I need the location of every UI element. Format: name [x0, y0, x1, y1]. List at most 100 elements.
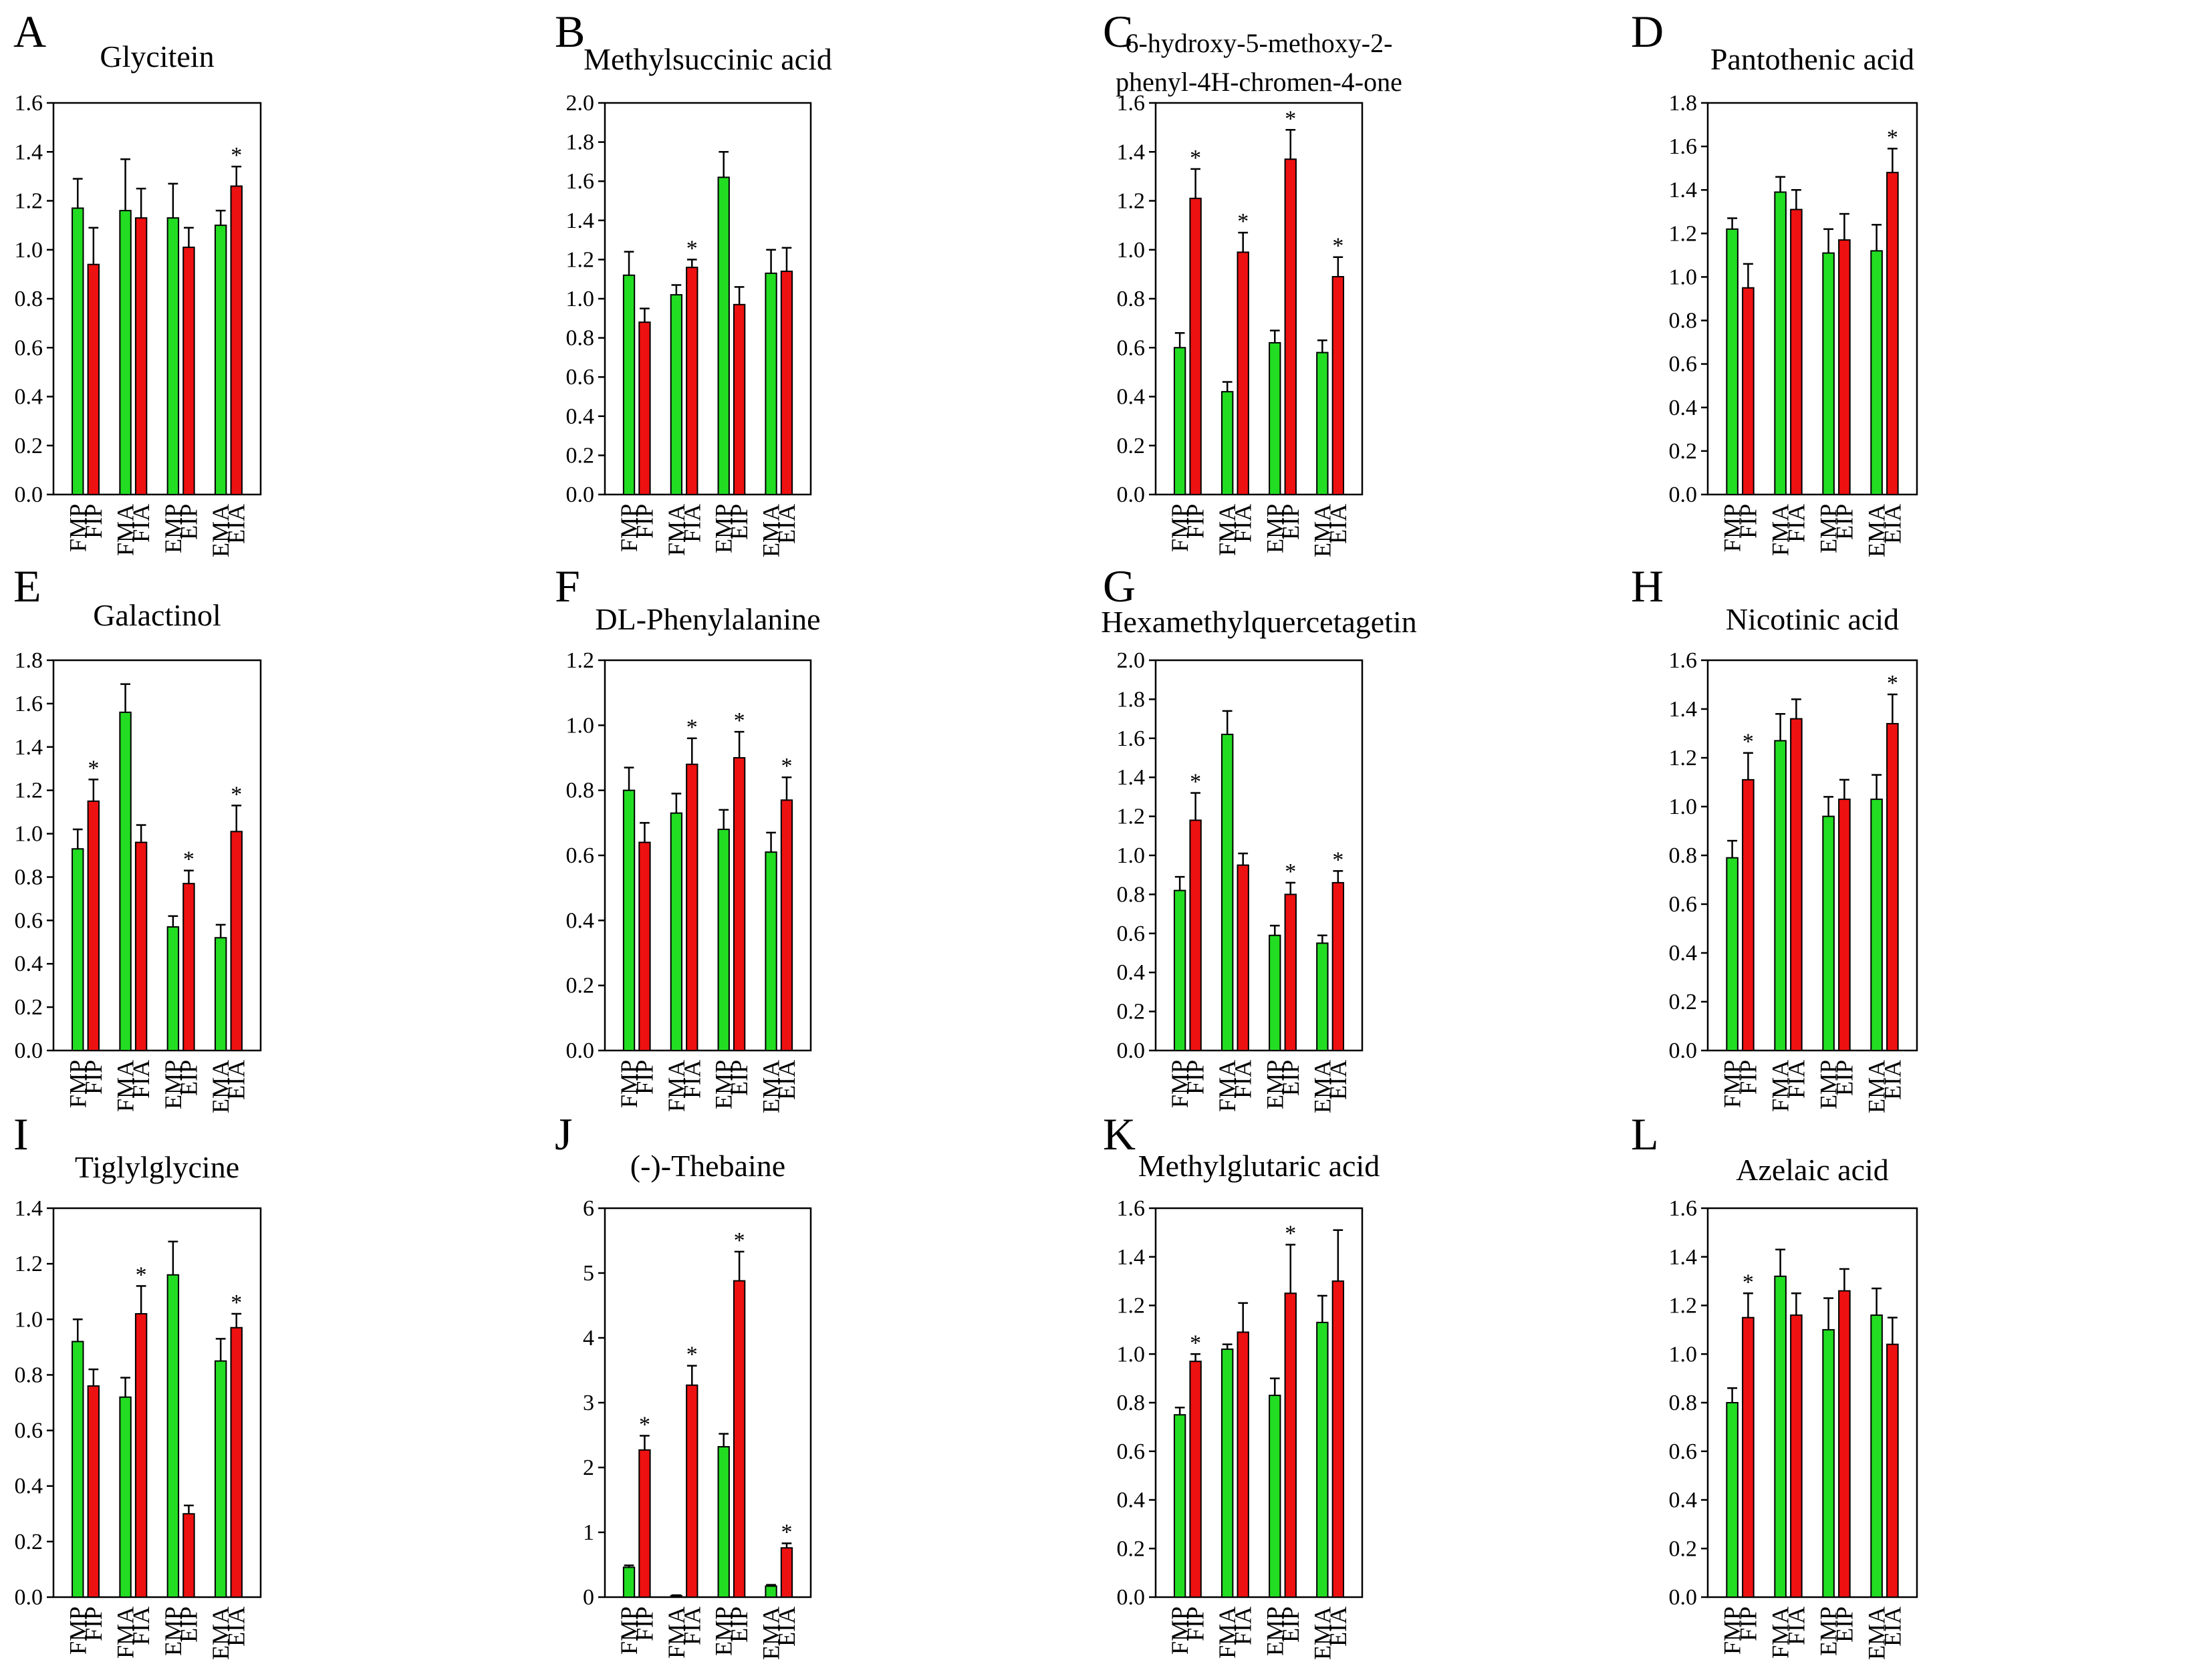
y-tick-label: 0.8: [1669, 843, 1698, 868]
x-tick-label: EIA: [773, 1606, 800, 1647]
x-tick-label: FMP: [1719, 1606, 1746, 1655]
x-tick-label: EIA: [1879, 504, 1906, 544]
x-tick-label: EIA: [223, 1060, 250, 1100]
y-tick-label: 0.0: [1669, 482, 1698, 507]
chart-title: (-)-Thebaine: [630, 1149, 785, 1183]
y-tick-label: 0.8: [1669, 309, 1698, 333]
chart-title: Galactinol: [93, 598, 221, 632]
bar-eip: [182, 1513, 195, 1598]
y-tick-label: 0.6: [15, 335, 43, 360]
x-tick-label: FMP: [1166, 1606, 1193, 1655]
bar-fip: [1742, 1316, 1755, 1598]
x-tick-label: FMP: [1166, 504, 1193, 552]
y-tick-label: 1.0: [1669, 265, 1698, 289]
significance-marker: *: [1887, 671, 1898, 696]
y-tick-label: 0.2: [1117, 434, 1146, 458]
y-tick-label: 1.0: [15, 1307, 43, 1332]
significance-marker: *: [231, 143, 242, 168]
panel-l: L Azelaic acid 0.0 0.2 0.4 0.6 0.8 1.0 1.2 1.4 1.6…: [1631, 1109, 1918, 1660]
x-tick-label: EMP: [160, 1606, 186, 1656]
y-tick-label: 0.4: [1117, 385, 1146, 410]
y-tick-label: 0.8: [15, 287, 43, 311]
bar-ema: [765, 851, 777, 1051]
panel-letter: H: [1631, 561, 1664, 611]
bar-fma: [119, 210, 132, 495]
y-tick-label: 0.4: [15, 385, 43, 410]
bar-eia: [1331, 276, 1345, 495]
y-tick-label: 1.0: [15, 822, 43, 847]
y-tick-label: 0.4: [1669, 1488, 1698, 1513]
plot-frame: [52, 659, 262, 1052]
bar-ema: [214, 937, 227, 1052]
x-tick-label: FIA: [1783, 504, 1809, 543]
y-tick-label: 1.6: [1117, 726, 1146, 751]
y-tick-label: 0.0: [1117, 1585, 1146, 1610]
y-tick-label: 1: [583, 1520, 594, 1545]
x-tick-label: FMA: [112, 504, 139, 556]
bar-fmp: [1173, 889, 1186, 1052]
y-tick-label: 2: [583, 1455, 594, 1480]
x-tick-label: FMA: [1214, 1606, 1241, 1659]
y-tick-label: 0.2: [15, 995, 43, 1020]
bar-fma: [670, 812, 683, 1051]
bar-eia: [230, 185, 243, 495]
bar-fma: [670, 1595, 683, 1598]
bar-ema: [214, 1360, 227, 1598]
significance-marker: *: [1887, 125, 1898, 150]
x-tick-label: FMP: [1166, 1060, 1193, 1108]
x-tick-label: EMP: [711, 1606, 737, 1656]
x-tick-label: FMA: [1767, 1060, 1794, 1112]
bar-fip: [638, 1449, 651, 1598]
x-tick-label: EIA: [773, 504, 800, 544]
plot-frame: [1154, 1207, 1364, 1598]
y-tick-label: 0.6: [1669, 352, 1698, 377]
y-tick-label: 0.8: [1117, 882, 1146, 907]
bar-fip: [638, 321, 651, 495]
x-tick-label: EIP: [1831, 1060, 1857, 1096]
x-tick-label: EMA: [1309, 504, 1335, 557]
x-tick-label: EMP: [160, 504, 186, 553]
x-tick-label: FIA: [128, 1606, 154, 1645]
bar-fip: [1742, 779, 1755, 1051]
x-tick-label: FIP: [80, 1060, 107, 1095]
x-tick-label: EMP: [1261, 504, 1288, 553]
y-tick-label: 1.4: [1669, 1245, 1698, 1270]
x-tick-label: FIA: [1230, 504, 1257, 543]
y-tick-label: 1.2: [1117, 189, 1146, 214]
y-tick-label: 0.2: [566, 974, 595, 998]
significance-marker: *: [1237, 209, 1249, 234]
y-tick-label: 0.4: [15, 1474, 43, 1499]
y-tick-label: 1.0: [15, 238, 43, 263]
bar-fia: [686, 267, 698, 495]
y-tick-label: 0.0: [15, 482, 43, 507]
y-tick-label: 0.2: [1669, 1536, 1698, 1561]
x-tick-label: FMA: [663, 1606, 690, 1659]
bar-emp: [166, 1274, 180, 1598]
bar-fia: [1790, 718, 1803, 1051]
plot-frame: [604, 659, 812, 1052]
plot-frame: [604, 102, 812, 496]
significance-marker: *: [1285, 1222, 1296, 1246]
panel-e: E Galactinol 0.0 0.2 0.4 0.6 0.8 1.0 1.2 1.4 1.6 1.…: [13, 561, 262, 1113]
bar-eip: [1284, 158, 1297, 496]
x-tick-label: FMA: [663, 1060, 690, 1112]
bar-fmp: [622, 789, 636, 1051]
bar-ema: [1870, 250, 1883, 495]
y-tick-label: 1.2: [1669, 221, 1698, 246]
bar-eip: [733, 757, 746, 1051]
y-tick-label: 0.8: [15, 1363, 43, 1387]
chart-title: Nicotinic acid: [1726, 602, 1899, 636]
bar-emp: [1269, 341, 1281, 495]
significance-marker: *: [1190, 1331, 1201, 1355]
x-tick-label: FMP: [1719, 504, 1746, 552]
panel-c: C6-hydroxy-5-methoxy-2- phenyl-4H-chromen…: [1103, 6, 1402, 557]
x-tick-label: EMP: [1815, 1060, 1842, 1109]
panel-letter: L: [1631, 1109, 1659, 1159]
x-tick-label: FMP: [1719, 1060, 1746, 1108]
y-tick-label: 1.4: [1117, 765, 1146, 790]
y-tick-label: 0.0: [1117, 1038, 1146, 1063]
x-tick-label: EMA: [207, 1060, 234, 1113]
y-tick-label: 0.0: [15, 1038, 43, 1063]
